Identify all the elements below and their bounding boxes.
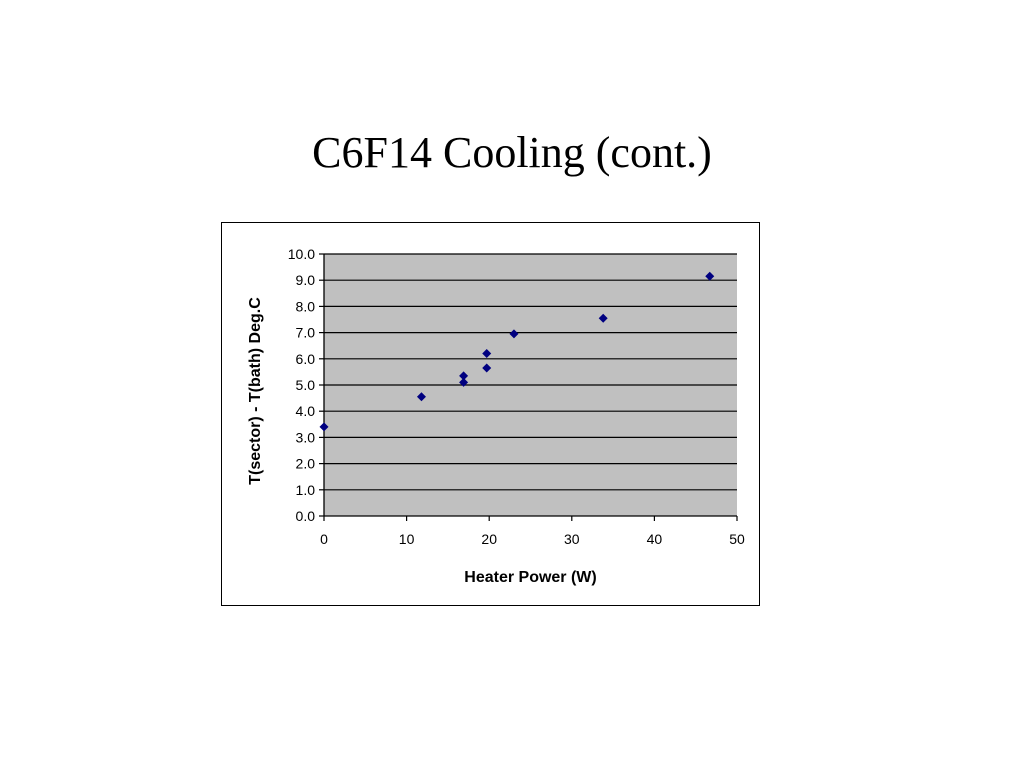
y-tick-label: 9.0	[296, 272, 316, 288]
data-point	[598, 313, 608, 323]
data-point	[459, 377, 469, 387]
y-tick-label: 6.0	[296, 351, 316, 367]
x-tick-label: 0	[320, 531, 328, 547]
x-tick-label: 20	[481, 531, 497, 547]
gridlines	[324, 253, 737, 491]
data-point	[416, 392, 426, 402]
x-axis-label: Heater Power (W)	[464, 569, 596, 586]
x-axis-ticks: 0 10 20 30 40 50	[320, 516, 745, 547]
data-point	[459, 371, 469, 381]
chart-frame: 0.0 1.0 2.0 3.0 4.0 5.0 6.0 7.0 8.0 9.0 10.0 0 10 20…	[221, 222, 760, 606]
y-tick-label: 10.0	[288, 246, 315, 262]
data-point	[509, 329, 519, 339]
y-tick-label: 5.0	[296, 377, 316, 393]
x-tick-label: 50	[729, 531, 745, 547]
y-axis-label: T(sector) - T(bath) Deg.C	[247, 297, 264, 485]
y-axis-ticks: 0.0 1.0 2.0 3.0 4.0 5.0 6.0 7.0 8.0 9.0 10.0	[288, 246, 324, 524]
data-point	[482, 363, 492, 373]
x-tick-label: 30	[564, 531, 580, 547]
data-points	[319, 271, 715, 432]
x-tick-label: 10	[399, 531, 415, 547]
y-tick-label: 8.0	[296, 298, 316, 314]
x-tick-label: 40	[647, 531, 663, 547]
y-tick-label: 1.0	[296, 482, 316, 498]
scatter-chart: 0.0 1.0 2.0 3.0 4.0 5.0 6.0 7.0 8.0 9.0 10.0 0 10 20…	[247, 246, 745, 586]
data-point	[319, 422, 329, 432]
y-tick-label: 7.0	[296, 325, 316, 341]
y-tick-label: 3.0	[296, 429, 316, 445]
data-point	[482, 349, 492, 359]
data-point	[705, 271, 715, 281]
y-tick-label: 4.0	[296, 403, 316, 419]
slide-title: C6F14 Cooling (cont.)	[312, 128, 712, 177]
y-tick-label: 0.0	[296, 508, 316, 524]
y-tick-label: 2.0	[296, 456, 316, 472]
